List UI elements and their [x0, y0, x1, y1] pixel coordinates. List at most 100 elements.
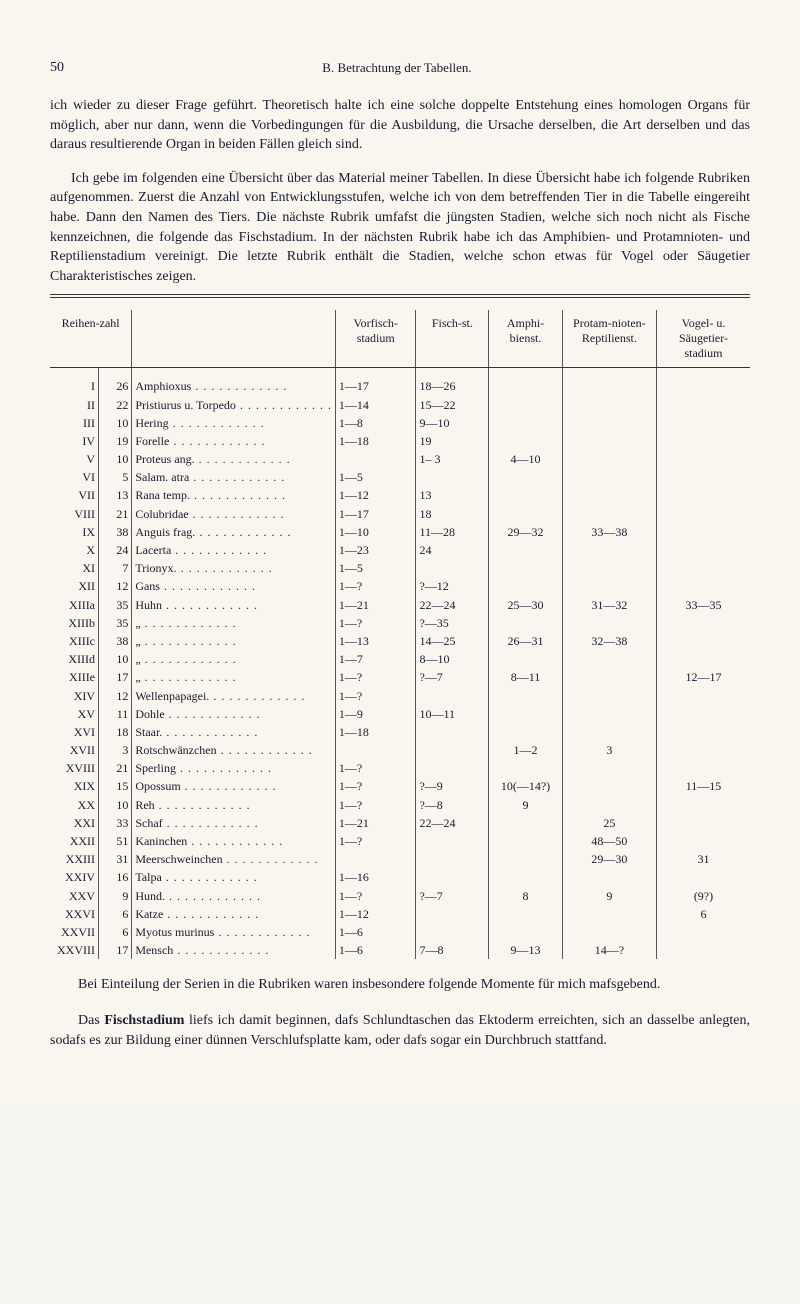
table-row: IV19Forelle1—1819 [50, 432, 750, 450]
cell-vogel [656, 723, 750, 741]
cell-vogel [656, 577, 750, 595]
table-row: XXI33Schaf1—2122—2425 [50, 814, 750, 832]
table-row: I26Amphioxus1—1718—26 [50, 368, 750, 396]
cell-species: Rotschwänzchen [132, 741, 336, 759]
cell-zahl: 10 [99, 796, 132, 814]
cell-roman: I [50, 368, 99, 396]
cell-amphi [489, 541, 563, 559]
cell-vorfisch: 1—? [335, 687, 416, 705]
cell-species: Lacerta [132, 541, 336, 559]
table-head: Reihen-zahl Vorfisch-stadium Fisch-st. A… [50, 310, 750, 368]
cell-protam [562, 414, 656, 432]
cell-fisch: 11—28 [416, 523, 489, 541]
cell-vorfisch: 1—? [335, 614, 416, 632]
cell-species: Myotus murinus [132, 923, 336, 941]
cell-vorfisch [335, 741, 416, 759]
paragraph-2: Ich gebe im folgenden eine Übersicht übe… [50, 169, 750, 287]
cell-vogel: 33—35 [656, 596, 750, 614]
table-row: XXVI6Katze1—126 [50, 905, 750, 923]
cell-protam [562, 777, 656, 795]
cell-species: Rana temp. [132, 486, 336, 504]
cell-fisch: 15—22 [416, 396, 489, 414]
cell-protam [562, 396, 656, 414]
cell-fisch [416, 868, 489, 886]
cell-vogel [656, 705, 750, 723]
cell-amphi [489, 705, 563, 723]
table-row: XIIIb35„1—??—35 [50, 614, 750, 632]
cell-roman: XXII [50, 832, 99, 850]
cell-roman: XVIII [50, 759, 99, 777]
table-rule-top2 [50, 297, 750, 298]
table-row: IX38Anguis frag.1—1011—2829—3233—38 [50, 523, 750, 541]
cell-protam [562, 505, 656, 523]
cell-fisch: 24 [416, 541, 489, 559]
cell-vorfisch: 1—? [335, 796, 416, 814]
table-rule-top [50, 294, 750, 295]
cell-vogel [656, 468, 750, 486]
cell-fisch [416, 923, 489, 941]
cell-amphi: 4—10 [489, 450, 563, 468]
cell-species: Meerschweinchen [132, 850, 336, 868]
cell-roman: XXVI [50, 905, 99, 923]
cell-species: Katze [132, 905, 336, 923]
cell-vorfisch: 1—9 [335, 705, 416, 723]
table-row: XXII51Kaninchen1—?48—50 [50, 832, 750, 850]
cell-species: Sperling [132, 759, 336, 777]
footer2-bold: Fischstadium [104, 1013, 184, 1028]
cell-zahl: 18 [99, 723, 132, 741]
cell-protam [562, 759, 656, 777]
cell-species: Gans [132, 577, 336, 595]
cell-vorfisch: 1—6 [335, 941, 416, 959]
page-header-title: B. Betrachtung der Tabellen. [64, 60, 730, 76]
cell-vogel [656, 741, 750, 759]
cell-fisch: ?—35 [416, 614, 489, 632]
cell-amphi [489, 468, 563, 486]
cell-vogel [656, 832, 750, 850]
cell-protam [562, 541, 656, 559]
cell-protam [562, 687, 656, 705]
cell-protam [562, 559, 656, 577]
cell-vogel [656, 450, 750, 468]
cell-roman: XXVIII [50, 941, 99, 959]
cell-zahl: 21 [99, 505, 132, 523]
table-row: XIIId10„1—78—10 [50, 650, 750, 668]
table-row: V10Proteus ang.1– 34—10 [50, 450, 750, 468]
cell-zahl: 10 [99, 650, 132, 668]
cell-fisch: 14—25 [416, 632, 489, 650]
cell-amphi [489, 868, 563, 886]
cell-species: Staar. [132, 723, 336, 741]
table-row: XXVIII17Mensch1—67—89—1314—? [50, 941, 750, 959]
cell-roman: X [50, 541, 99, 559]
table-row: XX10Reh1—??—89 [50, 796, 750, 814]
cell-protam [562, 905, 656, 923]
cell-zahl: 10 [99, 414, 132, 432]
cell-roman: IV [50, 432, 99, 450]
table-row: VI5Salam. atra1—5 [50, 468, 750, 486]
cell-amphi: 8—11 [489, 668, 563, 686]
cell-amphi [489, 368, 563, 396]
cell-protam [562, 868, 656, 886]
cell-roman: VIII [50, 505, 99, 523]
cell-zahl: 9 [99, 887, 132, 905]
cell-amphi: 25—30 [489, 596, 563, 614]
cell-zahl: 13 [99, 486, 132, 504]
cell-vogel: (9?) [656, 887, 750, 905]
page-container: 50 B. Betrachtung der Tabellen. ich wied… [0, 0, 800, 1104]
cell-roman: II [50, 396, 99, 414]
cell-amphi [489, 432, 563, 450]
cell-roman: XIIId [50, 650, 99, 668]
table-row: II22Pristiurus u. Torpedo1—1415—22 [50, 396, 750, 414]
cell-protam: 14—? [562, 941, 656, 959]
cell-vogel [656, 759, 750, 777]
cell-zahl: 22 [99, 396, 132, 414]
cell-vogel [656, 541, 750, 559]
cell-roman: XIX [50, 777, 99, 795]
cell-fisch: 18—26 [416, 368, 489, 396]
cell-zahl: 12 [99, 687, 132, 705]
cell-species: Talpa [132, 868, 336, 886]
cell-species: Colubridae [132, 505, 336, 523]
cell-vogel [656, 523, 750, 541]
cell-species: Dohle [132, 705, 336, 723]
cell-fisch: 22—24 [416, 814, 489, 832]
cell-amphi: 29—32 [489, 523, 563, 541]
